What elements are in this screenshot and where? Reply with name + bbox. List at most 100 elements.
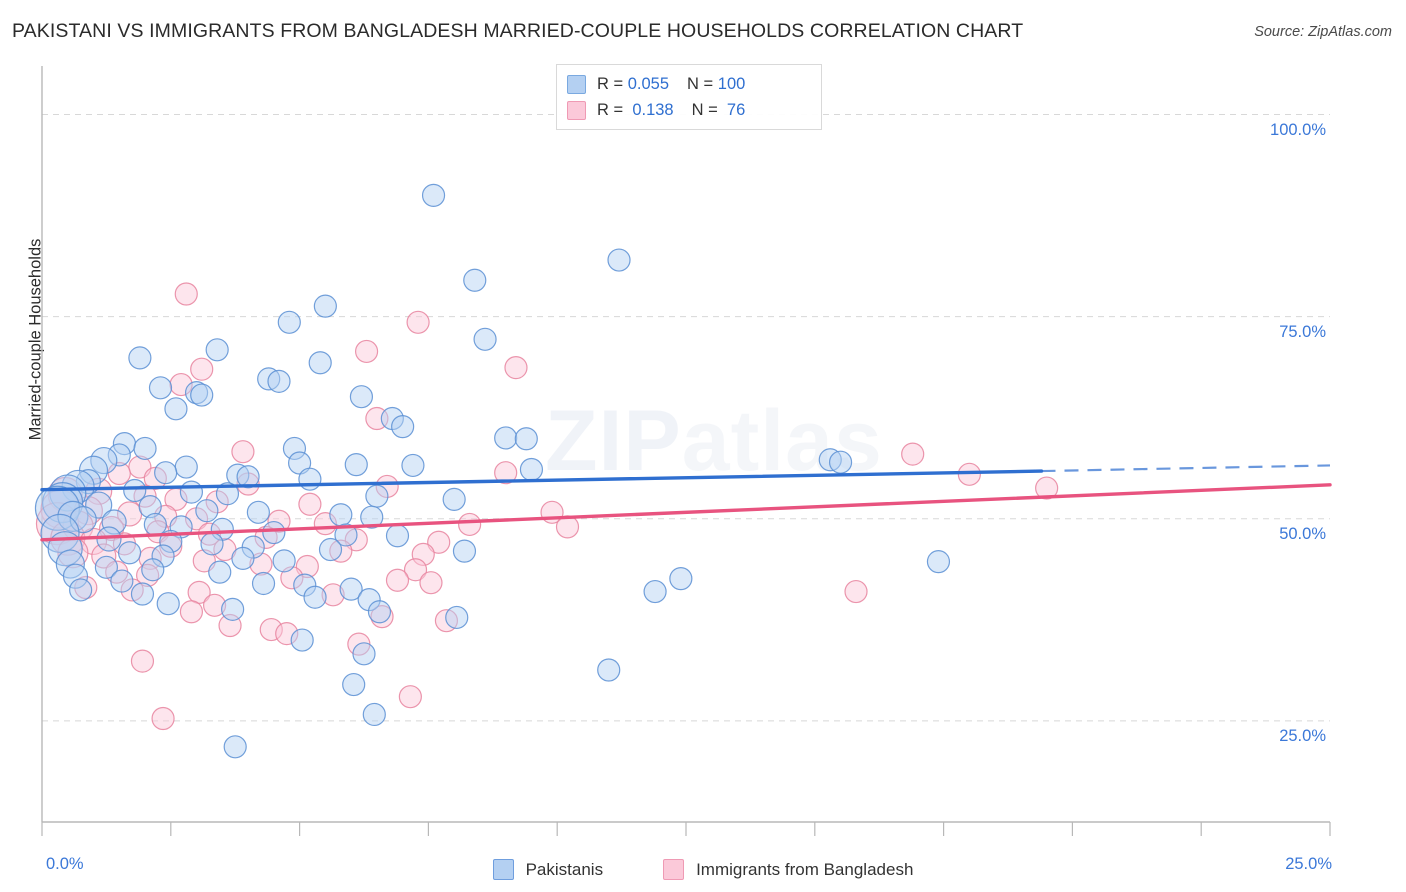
- data-point: [597, 658, 621, 682]
- data-point: [321, 583, 345, 607]
- y-tick-label: 100.0%: [1270, 120, 1326, 139]
- data-point: [69, 578, 93, 602]
- data-point: [251, 571, 276, 596]
- data-point: [272, 549, 296, 573]
- legend-swatch-pakistanis: [492, 859, 514, 880]
- data-point: [828, 450, 853, 474]
- legend-item-bangladesh[interactable]: Immigrants from Bangladesh: [663, 859, 913, 880]
- data-point: [123, 478, 147, 503]
- data-point: [200, 532, 224, 556]
- data-point: [117, 541, 142, 565]
- data-point: [94, 555, 119, 579]
- data-point: [519, 457, 544, 482]
- data-point: [236, 465, 260, 489]
- data-point: [190, 357, 214, 381]
- stats-n-key-pink: N =: [691, 100, 723, 119]
- data-point: [463, 268, 487, 292]
- data-point: [293, 573, 317, 597]
- source-attribution: Source: ZipAtlas.com: [1254, 24, 1392, 40]
- data-point: [401, 453, 425, 478]
- data-point: [223, 735, 247, 759]
- data-point: [259, 617, 283, 642]
- data-point: [427, 530, 451, 554]
- data-point: [262, 520, 286, 545]
- stats-swatch-blue: [567, 74, 586, 94]
- data-point: [57, 500, 89, 532]
- data-point: [494, 426, 518, 450]
- data-point: [957, 462, 981, 486]
- data-point: [385, 524, 410, 548]
- data-point: [494, 461, 518, 485]
- data-point: [40, 513, 80, 553]
- series-legend: Pakistanis Immigrants from Bangladesh: [0, 859, 1406, 880]
- data-point: [362, 702, 386, 727]
- data-point: [154, 461, 178, 485]
- data-point: [298, 467, 322, 491]
- data-point: [55, 549, 85, 579]
- data-point: [458, 512, 482, 537]
- data-point: [298, 492, 322, 516]
- trend-line-pakistanis: [40, 469, 1044, 492]
- page-title: PAKISTANI VS IMMIGRANTS FROM BANGLADESH …: [12, 20, 1024, 42]
- data-point: [334, 523, 358, 547]
- stats-swatch-pink: [567, 100, 586, 120]
- data-point: [419, 571, 443, 595]
- data-point: [607, 248, 631, 272]
- legend-label-bangladesh: Immigrants from Bangladesh: [696, 859, 914, 879]
- data-point: [128, 346, 152, 370]
- data-point: [339, 577, 363, 601]
- data-point: [406, 310, 430, 334]
- data-point: [360, 505, 384, 529]
- data-point: [473, 327, 497, 351]
- data-point: [215, 482, 240, 506]
- stats-row-pakistanis: R = 0.055 N = 100: [567, 71, 811, 97]
- data-point: [148, 376, 173, 400]
- data-point: [202, 593, 227, 617]
- data-point: [275, 622, 299, 646]
- data-point: [267, 509, 291, 533]
- legend-label-pakistanis: Pakistanis: [525, 859, 604, 879]
- stats-r-value-blue: 0.055: [627, 74, 670, 93]
- data-point: [267, 369, 291, 393]
- data-point: [143, 512, 167, 537]
- data-point: [246, 500, 270, 524]
- scatter-canvas: [34, 66, 1332, 836]
- data-point: [156, 592, 180, 616]
- data-point: [62, 563, 89, 589]
- stats-n-value-blue: 100: [717, 74, 746, 93]
- data-point: [504, 355, 528, 380]
- data-point: [169, 372, 193, 397]
- data-point: [280, 566, 304, 590]
- data-point: [249, 552, 273, 576]
- data-point: [385, 568, 410, 592]
- data-point: [398, 685, 422, 709]
- data-point: [318, 537, 343, 562]
- data-point: [452, 539, 477, 563]
- stats-r-key-pink: R =: [597, 100, 628, 119]
- legend-item-pakistanis[interactable]: Pakistanis: [492, 859, 604, 880]
- data-point: [442, 487, 466, 511]
- data-point: [195, 499, 219, 523]
- y-tick-label: 75.0%: [1279, 322, 1326, 341]
- data-point: [174, 455, 198, 479]
- data-point: [205, 338, 229, 362]
- data-point: [85, 491, 113, 519]
- data-point: [130, 582, 155, 606]
- stats-n-value-pink: 76: [722, 100, 746, 119]
- data-point: [290, 628, 314, 652]
- data-point: [277, 310, 301, 334]
- data-point: [375, 474, 399, 499]
- plot-area: [34, 66, 1332, 836]
- data-point: [643, 579, 667, 604]
- data-point: [69, 506, 97, 534]
- data-point: [190, 383, 214, 407]
- data-point: [391, 415, 415, 439]
- data-point: [208, 560, 232, 584]
- data-point: [349, 385, 374, 409]
- data-point: [365, 484, 389, 508]
- data-point: [352, 642, 376, 666]
- data-point: [313, 294, 337, 318]
- data-point: [445, 605, 469, 630]
- data-point: [35, 502, 80, 546]
